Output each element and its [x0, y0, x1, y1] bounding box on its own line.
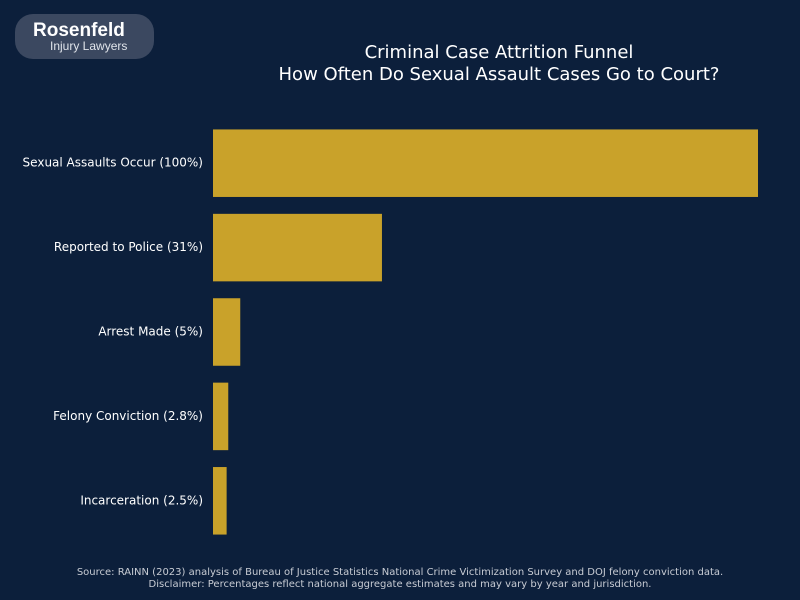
bar [213, 467, 227, 535]
chart-subtitle: How Often Do Sexual Assault Cases Go to … [279, 64, 720, 85]
logo-tagline: Injury Lawyers [50, 39, 127, 53]
bar [213, 213, 382, 282]
disclaimer-note: Disclaimer: Percentages reflect national… [149, 579, 652, 590]
y-tick-label: Felony Conviction (2.8%) [53, 409, 203, 423]
bar [213, 129, 758, 197]
logo-box [15, 14, 154, 59]
y-tick-label: Incarceration (2.5%) [80, 493, 203, 507]
chart-title: Criminal Case Attrition Funnel [365, 42, 634, 63]
logo: Rosenfeld Injury Lawyers [15, 14, 154, 59]
logo-name: Rosenfeld [33, 20, 125, 41]
source-note: Source: RAINN (2023) analysis of Bureau … [77, 567, 723, 578]
bar [213, 298, 241, 366]
y-tick-label: Reported to Police (31%) [54, 240, 203, 254]
bar [213, 382, 229, 451]
y-tick-label: Sexual Assaults Occur (100%) [23, 156, 203, 170]
y-tick-label: Arrest Made (5%) [98, 325, 203, 339]
